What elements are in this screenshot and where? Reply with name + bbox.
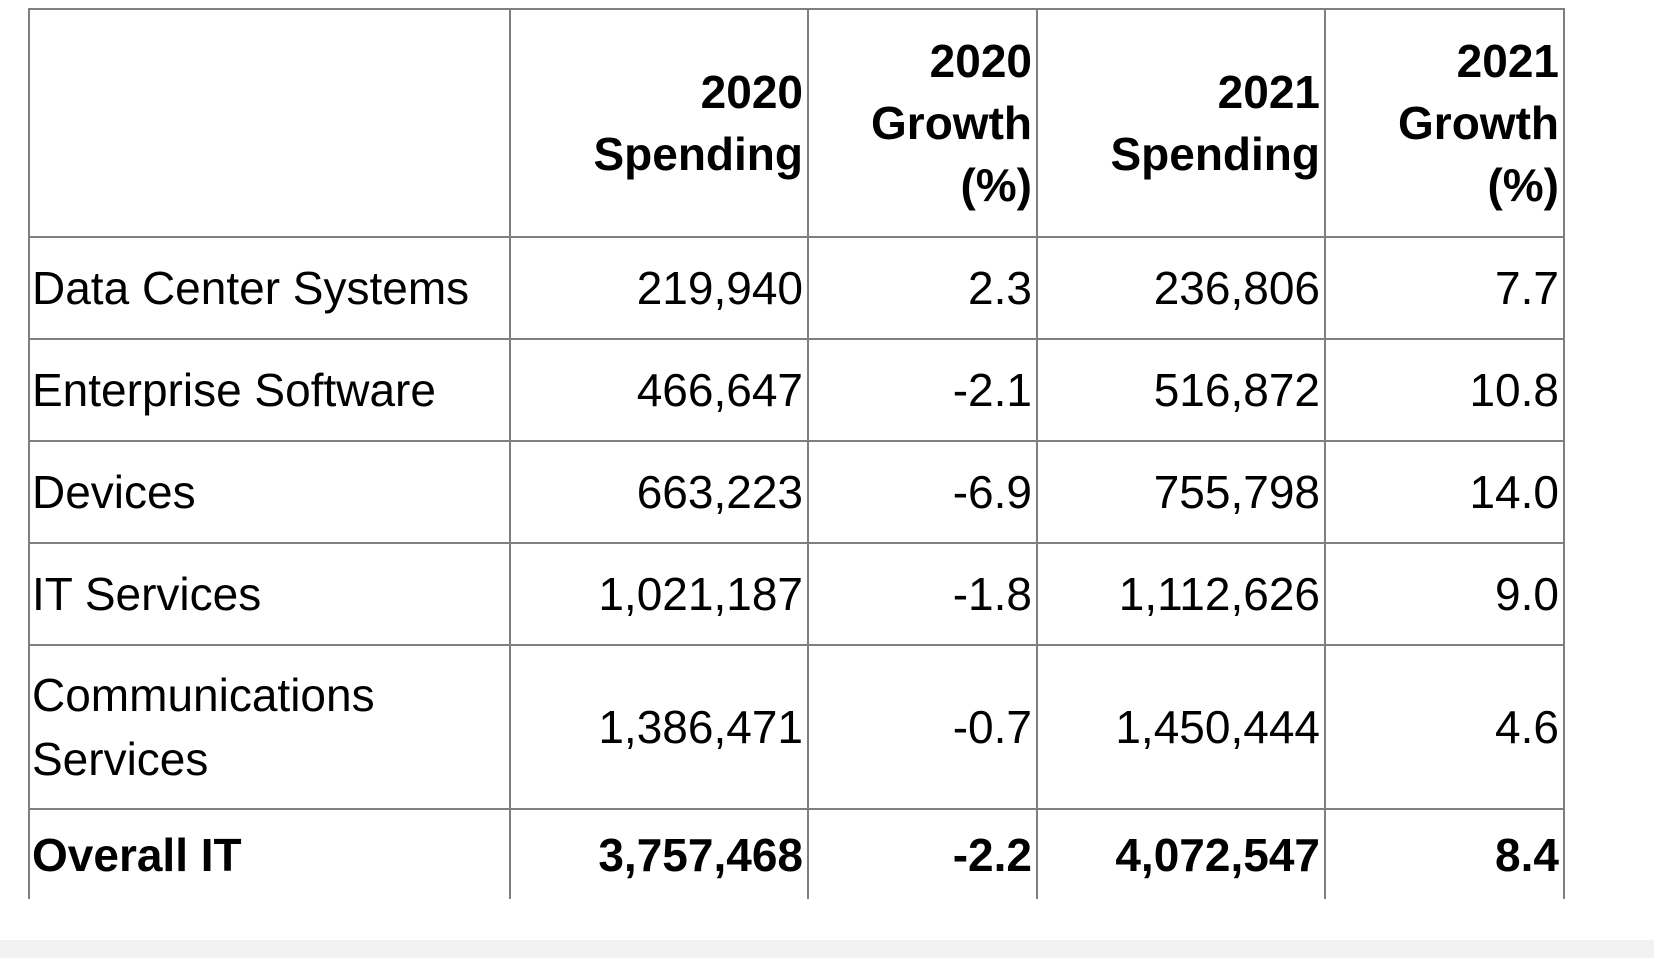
cell-2020-spending: 1,386,471 (509, 644, 809, 810)
header-line: Growth (871, 97, 1032, 149)
header-line: 2021 (1456, 35, 1559, 87)
header-line: (%) (1487, 159, 1559, 211)
cell-2020-growth: -6.9 (807, 440, 1038, 544)
header-line: Spending (593, 128, 803, 180)
header-line: Spending (1110, 128, 1320, 180)
table-total-row: Overall IT 3,757,468 -2.2 4,072,547 8.4 (28, 808, 1565, 899)
row-label: Devices (28, 440, 511, 544)
cell-2021-spending: 236,806 (1036, 236, 1326, 340)
cell-2021-growth: 9.0 (1324, 542, 1565, 646)
cell-2020-spending: 1,021,187 (509, 542, 809, 646)
table-row: Communications Services 1,386,471 -0.7 1… (28, 644, 1565, 810)
cell-2021-spending: 755,798 (1036, 440, 1326, 544)
header-line: Growth (1398, 97, 1559, 149)
row-label: IT Services (28, 542, 511, 646)
row-label: Data Center Systems (28, 236, 511, 340)
header-2020-spending: 2020 Spending (509, 8, 809, 238)
table-row: IT Services 1,021,187 -1.8 1,112,626 9.0 (28, 542, 1565, 646)
header-2021-spending: 2021 Spending (1036, 8, 1326, 238)
row-label-line: Services (32, 733, 209, 785)
cell-2021-growth: 14.0 (1324, 440, 1565, 544)
cell-2021-growth: 10.8 (1324, 338, 1565, 442)
cell-2021-spending: 1,450,444 (1036, 644, 1326, 810)
cell-2020-growth: -2.1 (807, 338, 1038, 442)
cell-2020-spending: 219,940 (509, 236, 809, 340)
header-2020-growth: 2020 Growth (%) (807, 8, 1038, 238)
it-spending-table: 2020 Spending 2020 Growth (%) 2021 Spend… (28, 8, 1565, 899)
total-2020-spending: 3,757,468 (509, 808, 809, 899)
header-line: 2021 (1217, 66, 1320, 118)
cell-2020-spending: 663,223 (509, 440, 809, 544)
cell-2020-growth: -0.7 (807, 644, 1038, 810)
cell-2020-growth: 2.3 (807, 236, 1038, 340)
cell-2021-growth: 7.7 (1324, 236, 1565, 340)
header-line: 2020 (929, 35, 1032, 87)
header-line: (%) (960, 159, 1032, 211)
table-row: Devices 663,223 -6.9 755,798 14.0 (28, 440, 1565, 544)
table-header-row: 2020 Spending 2020 Growth (%) 2021 Spend… (28, 8, 1565, 238)
total-2021-spending: 4,072,547 (1036, 808, 1326, 899)
total-2021-growth: 8.4 (1324, 808, 1565, 899)
table-row: Enterprise Software 466,647 -2.1 516,872… (28, 338, 1565, 442)
cell-2021-growth: 4.6 (1324, 644, 1565, 810)
header-line: 2020 (700, 66, 803, 118)
cell-2021-spending: 516,872 (1036, 338, 1326, 442)
cell-2020-growth: -1.8 (807, 542, 1038, 646)
table-row: Data Center Systems 219,940 2.3 236,806 … (28, 236, 1565, 340)
header-2021-growth: 2021 Growth (%) (1324, 8, 1565, 238)
cell-2021-spending: 1,112,626 (1036, 542, 1326, 646)
row-label: Communications Services (28, 644, 511, 810)
row-label: Enterprise Software (28, 338, 511, 442)
row-label-line: Communications (32, 669, 375, 721)
total-label: Overall IT (28, 808, 511, 899)
header-empty-cell (28, 8, 511, 238)
cell-2020-spending: 466,647 (509, 338, 809, 442)
total-2020-growth: -2.2 (807, 808, 1038, 899)
